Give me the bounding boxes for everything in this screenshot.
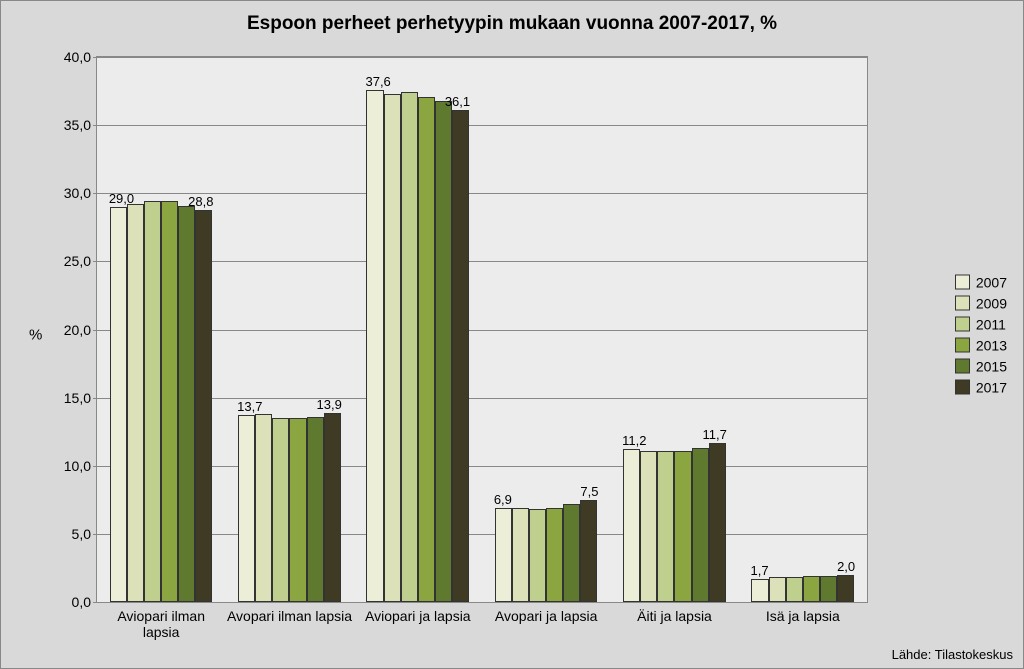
x-tick-label: Äiti ja lapsia: [610, 602, 738, 624]
category-group: 37,636,1Aviopari ja lapsia: [354, 57, 482, 602]
bar: [384, 94, 401, 602]
category-group: 6,97,5Avopari ja lapsia: [482, 57, 610, 602]
bar: [692, 448, 709, 602]
legend-label: 2013: [976, 337, 1007, 353]
bar-cluster: 1,7 2,0: [751, 57, 854, 602]
legend-swatch: [955, 317, 970, 332]
bar-cluster: 6,9 7,5: [495, 57, 598, 602]
chart-title: Espoon perheet perhetyypin mukaan vuonna…: [1, 1, 1023, 35]
bar: [255, 414, 272, 602]
bar-value-label: 11,7: [702, 427, 726, 442]
bar-value-label: 36,1: [445, 94, 470, 109]
y-tick-label: 10,0: [64, 458, 91, 474]
bar-cluster: 13,7 13,9: [238, 57, 341, 602]
bar: 7,5: [580, 500, 597, 602]
legend-label: 2011: [976, 316, 1006, 332]
bar: [289, 418, 306, 602]
bar: [657, 451, 674, 602]
legend-label: 2007: [976, 274, 1007, 290]
y-axis-label: %: [29, 326, 42, 343]
bar: [563, 504, 580, 602]
legend-swatch: [955, 296, 970, 311]
bar: [418, 97, 435, 602]
bar: [435, 101, 452, 602]
legend-swatch: [955, 380, 970, 395]
bar: [178, 206, 195, 602]
legend-item: 2007: [955, 274, 1007, 290]
category-group: 11,211,7Äiti ja lapsia: [610, 57, 738, 602]
bar-value-label: 2,0: [837, 559, 855, 574]
legend-item: 2011: [955, 316, 1007, 332]
legend-swatch: [955, 338, 970, 353]
bar: 11,2: [623, 449, 640, 602]
bar: 29,0: [110, 207, 127, 602]
bar-value-label: 6,9: [494, 492, 512, 507]
source-label: Lähde: Tilastokeskus: [892, 647, 1013, 662]
bar-value-label: 7,5: [580, 484, 598, 499]
legend: 2007 2009 2011 2013 2015 2017: [955, 269, 1007, 400]
bar: 13,7: [238, 415, 255, 602]
bar: 13,9: [324, 413, 341, 602]
bar-value-label: 37,6: [365, 74, 390, 89]
bar: 2,0: [837, 575, 854, 602]
bar: [546, 508, 563, 602]
y-tick-label: 35,0: [64, 117, 91, 133]
bar-value-label: 1,7: [750, 563, 768, 578]
bar: [401, 92, 418, 602]
bar-value-label: 13,9: [317, 397, 342, 412]
bar: 6,9: [495, 508, 512, 602]
x-tick-label: Aviopari ilmanlapsia: [97, 602, 225, 640]
category-group: 1,72,0Isä ja lapsia: [739, 57, 867, 602]
bar: 36,1: [452, 110, 469, 602]
legend-label: 2009: [976, 295, 1007, 311]
bar: [769, 577, 786, 602]
bar: [786, 577, 803, 602]
bar: [144, 201, 161, 602]
y-tick-label: 25,0: [64, 253, 91, 269]
legend-item: 2013: [955, 337, 1007, 353]
bar: 11,7: [709, 443, 726, 602]
y-tick-label: 30,0: [64, 185, 91, 201]
x-tick-label: Avopari ja lapsia: [482, 602, 610, 624]
bar: [529, 509, 546, 602]
bar: [512, 508, 529, 602]
legend-item: 2017: [955, 379, 1007, 395]
bar-cluster: 11,2 11,7: [623, 57, 726, 602]
category-group: 29,028,8Aviopari ilmanlapsia: [97, 57, 225, 602]
category-group: 13,713,9Avopari ilman lapsia: [225, 57, 353, 602]
y-tick-label: 15,0: [64, 390, 91, 406]
bar: 1,7: [751, 579, 768, 602]
x-tick-label: Avopari ilman lapsia: [225, 602, 353, 624]
bar-cluster: 29,0 28,8: [110, 57, 213, 602]
bar-cluster: 37,6 36,1: [366, 57, 469, 602]
legend-swatch: [955, 359, 970, 374]
legend-item: 2009: [955, 295, 1007, 311]
bar: [307, 417, 324, 602]
legend-swatch: [955, 275, 970, 290]
bar: 28,8: [195, 210, 212, 602]
y-tick-label: 40,0: [64, 49, 91, 65]
bar: [640, 451, 657, 602]
legend-label: 2017: [976, 379, 1007, 395]
bar: [272, 418, 289, 602]
y-tick-label: 5,0: [72, 526, 91, 542]
bar: 37,6: [366, 90, 383, 602]
bar-value-label: 13,7: [237, 399, 262, 414]
bar: [803, 576, 820, 602]
bar: [127, 204, 144, 602]
legend-label: 2015: [976, 358, 1007, 374]
bar-value-label: 11,2: [622, 433, 646, 448]
x-tick-label: Aviopari ja lapsia: [354, 602, 482, 624]
chart-container: Espoon perheet perhetyypin mukaan vuonna…: [0, 0, 1024, 669]
bar: [820, 576, 837, 602]
legend-item: 2015: [955, 358, 1007, 374]
bar: [161, 201, 178, 602]
bar-value-label: 28,8: [188, 194, 213, 209]
bar: [674, 451, 691, 602]
y-tick-label: 20,0: [64, 322, 91, 338]
y-tick-label: 0,0: [72, 594, 91, 610]
plot-area: 0,05,010,015,020,025,030,035,040,029,028…: [96, 56, 868, 603]
x-tick-label: Isä ja lapsia: [739, 602, 867, 624]
